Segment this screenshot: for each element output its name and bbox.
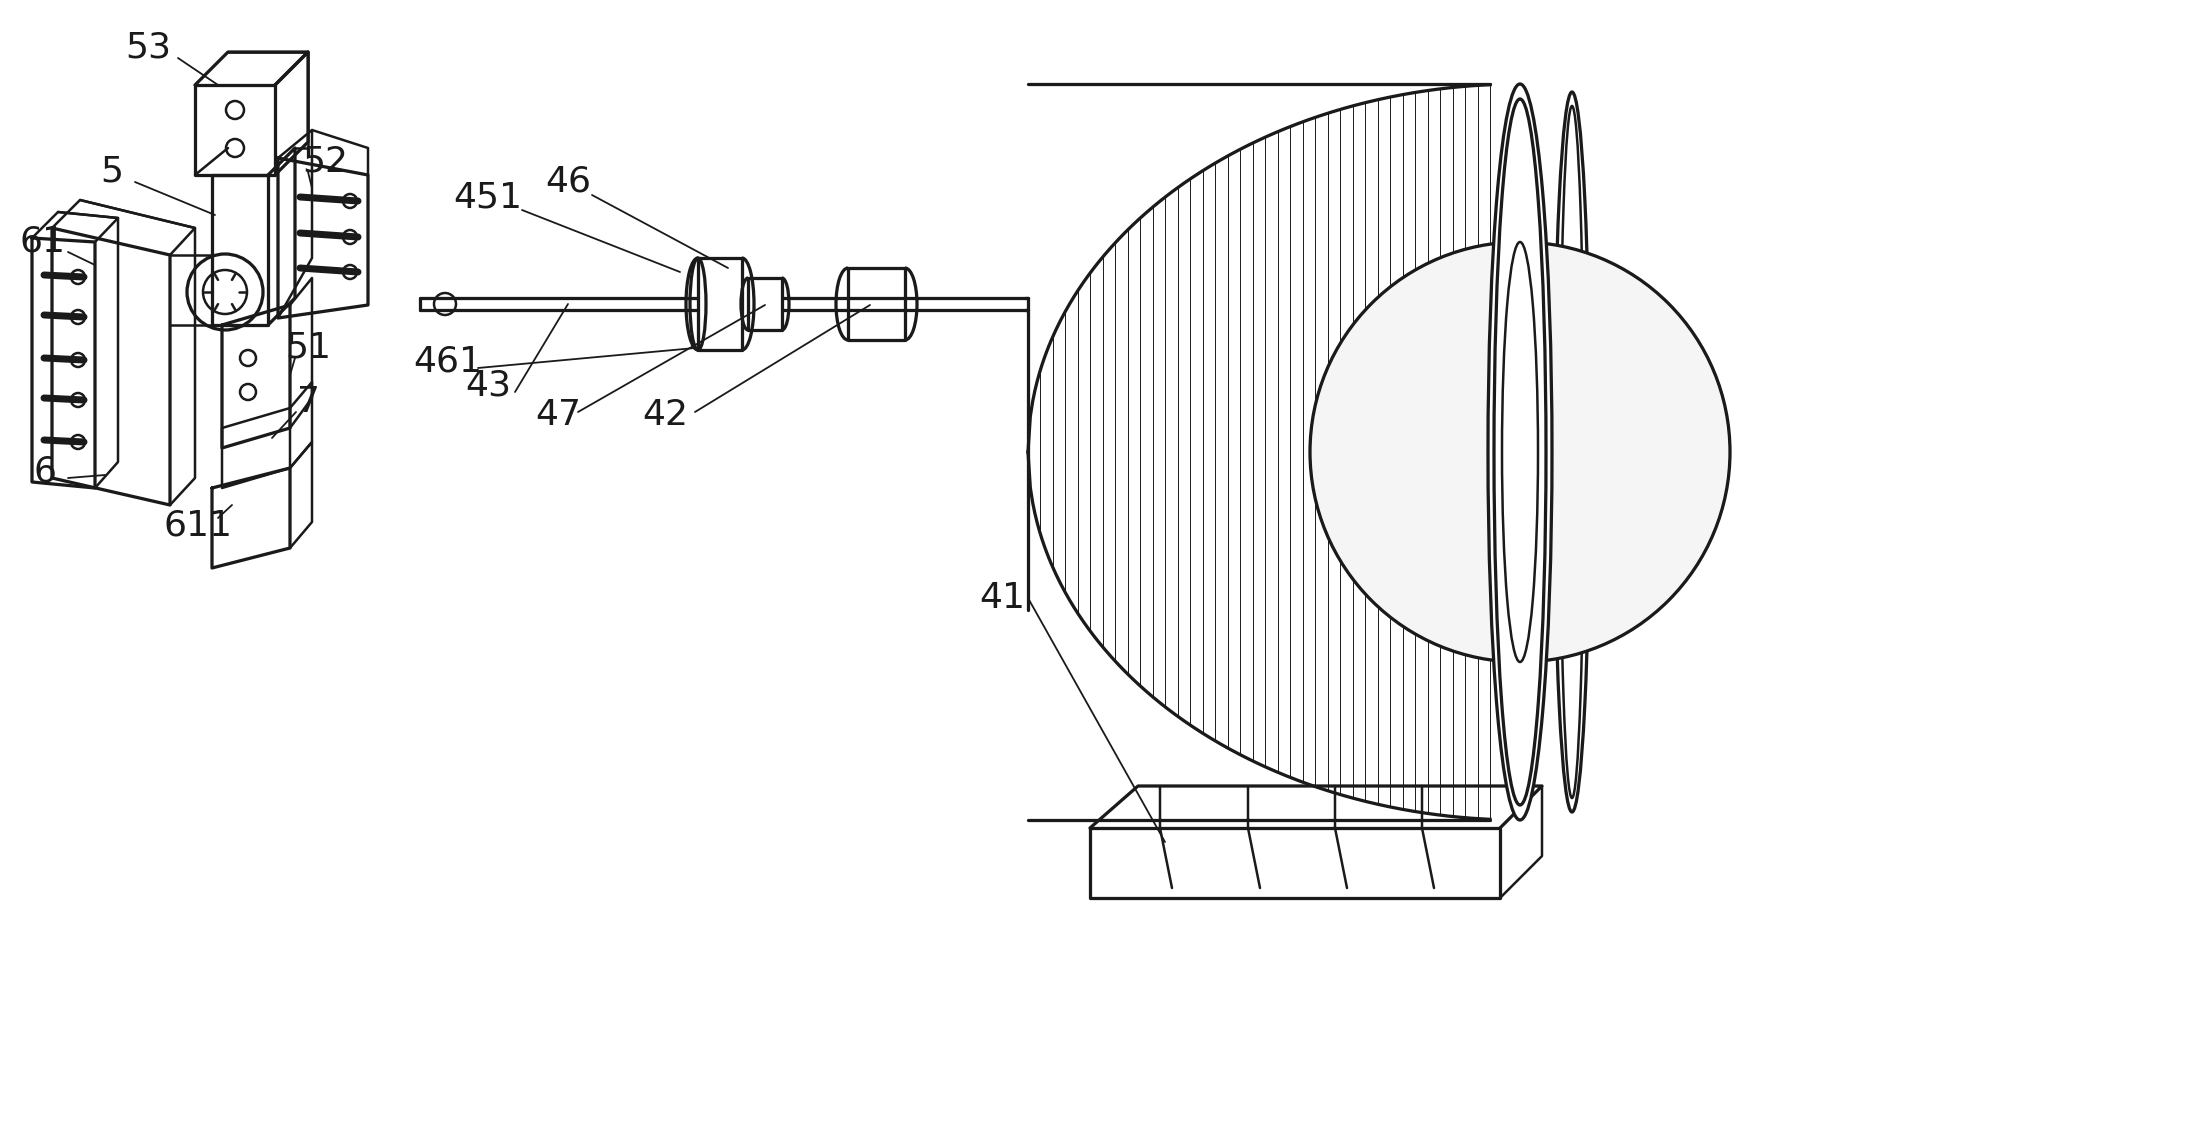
- Circle shape: [1311, 242, 1729, 662]
- Text: 41: 41: [980, 581, 1026, 615]
- Ellipse shape: [1561, 105, 1585, 798]
- Text: 53: 53: [125, 31, 171, 65]
- Text: 7: 7: [296, 386, 320, 418]
- Ellipse shape: [1502, 242, 1539, 662]
- Text: 46: 46: [546, 166, 592, 198]
- Text: 61: 61: [20, 225, 66, 259]
- Text: 5: 5: [101, 155, 123, 189]
- Ellipse shape: [1554, 92, 1589, 812]
- Ellipse shape: [1488, 84, 1552, 820]
- Text: 611: 611: [164, 508, 232, 542]
- Text: 51: 51: [285, 331, 331, 365]
- Ellipse shape: [1495, 99, 1545, 805]
- Text: 451: 451: [454, 181, 522, 215]
- Text: 42: 42: [642, 398, 688, 432]
- Text: 6: 6: [33, 455, 57, 489]
- Text: 43: 43: [465, 369, 511, 401]
- Text: 461: 461: [414, 345, 482, 379]
- Text: 47: 47: [535, 398, 581, 432]
- Text: 52: 52: [302, 145, 349, 179]
